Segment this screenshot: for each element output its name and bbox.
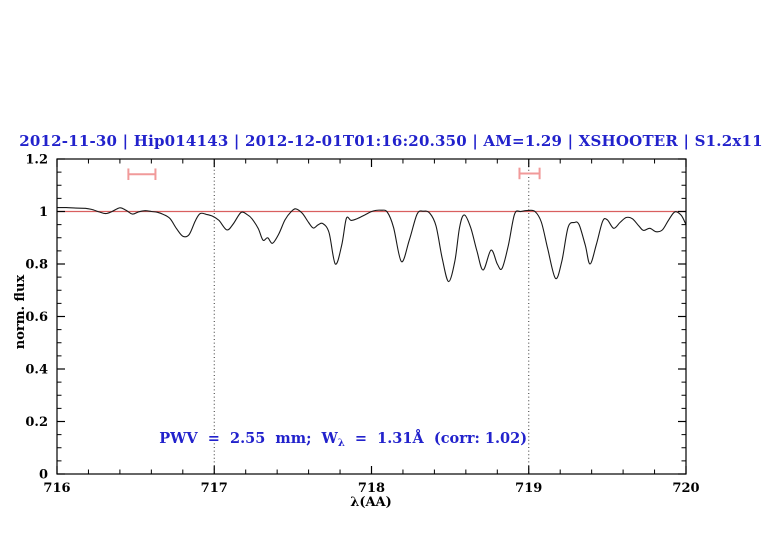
y-axis-tick-label: 0.8 [25,258,48,273]
y-axis-label: norm. flux [13,275,28,350]
y-axis-tick-label: 1.2 [25,153,48,168]
x-axis-tick-label: 716 [43,481,70,496]
spectrum-line [56,207,687,283]
x-axis-tick-label: 719 [515,481,542,496]
pwv-annotation-subscript: λ [337,438,345,449]
y-axis-tick-label: 0.4 [25,363,48,378]
x-axis-label: λ(AA) [350,495,392,510]
pwv-annotation: PWV = 2.55 mm; Wλ = 1.31Å (corr: 1.02) [139,413,527,466]
y-axis-tick-label: 0 [39,468,48,483]
plot-title: 2012-11-30 | Hip014143 | 2012-12-01T01:1… [19,132,763,150]
x-axis-tick-label: 717 [201,481,228,496]
pwv-annotation-part2: = 1.31Å (corr: 1.02) [344,430,528,447]
x-axis-tick-label: 718 [358,481,385,496]
y-axis-tick-label: 0.2 [25,415,48,430]
pwv-annotation-part1: PWV = 2.55 mm; W [159,430,338,447]
y-axis-tick-label: 1 [39,205,48,220]
x-axis-tick-label: 720 [672,481,699,496]
y-axis-tick-label: 0.6 [25,310,48,325]
